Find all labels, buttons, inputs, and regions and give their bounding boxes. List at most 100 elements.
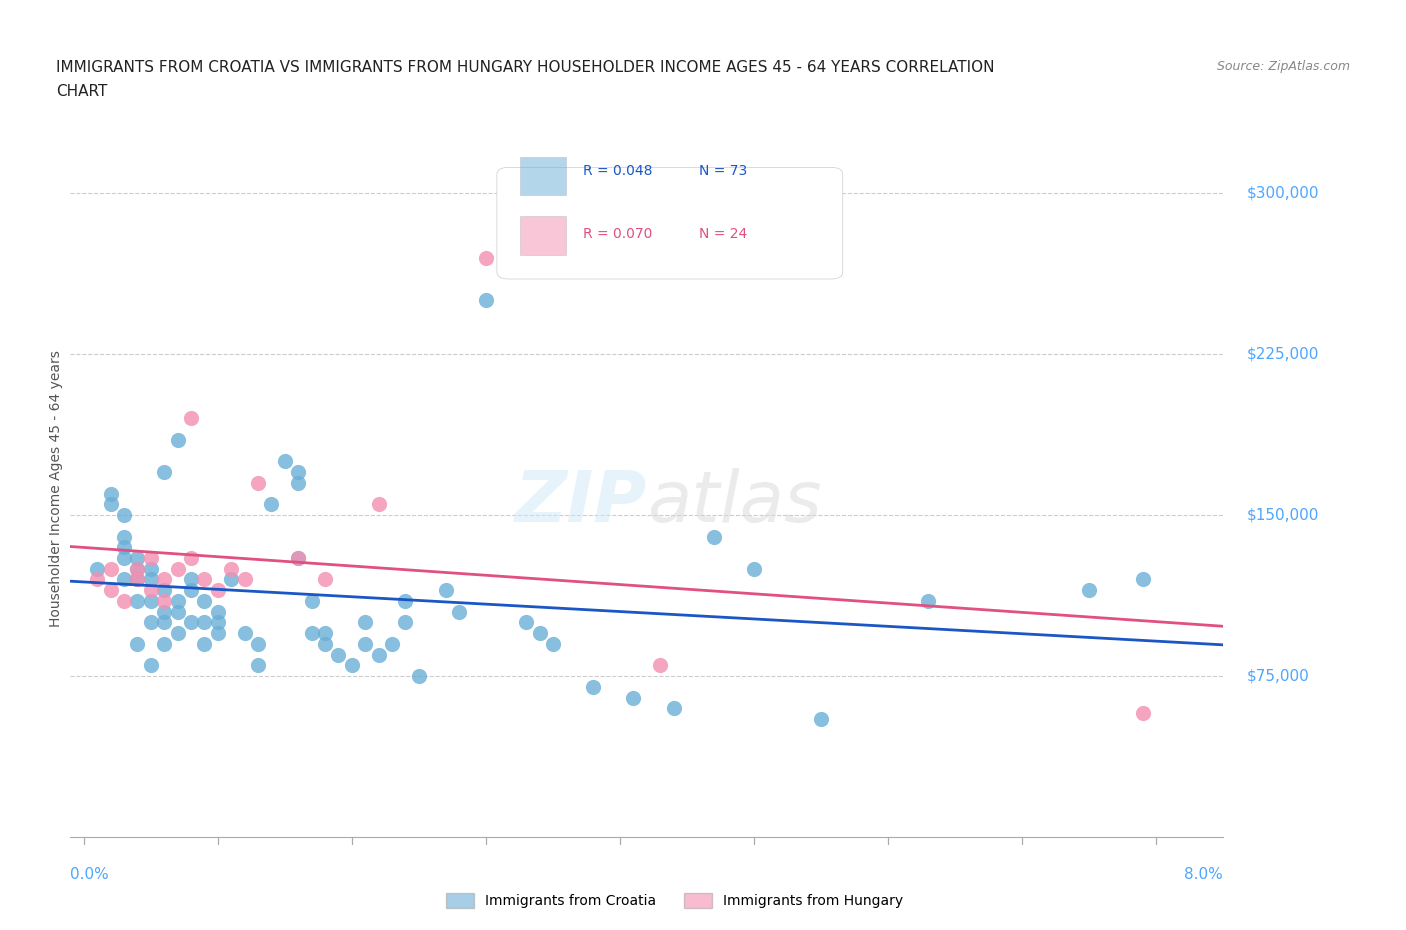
Point bbox=[703, 529, 725, 544]
Point bbox=[112, 572, 135, 587]
Point bbox=[100, 486, 122, 501]
Point bbox=[166, 604, 188, 619]
Point bbox=[434, 583, 457, 598]
Point bbox=[408, 669, 430, 684]
Point bbox=[153, 572, 176, 587]
Point bbox=[112, 551, 135, 565]
Point bbox=[449, 604, 471, 619]
Point bbox=[100, 562, 122, 577]
Text: N = 73: N = 73 bbox=[699, 164, 747, 178]
Point bbox=[650, 658, 672, 672]
Point bbox=[233, 572, 256, 587]
Point bbox=[515, 615, 537, 630]
Point bbox=[301, 626, 323, 641]
Text: ZIP: ZIP bbox=[515, 468, 647, 537]
Point bbox=[127, 551, 149, 565]
Text: CHART: CHART bbox=[56, 84, 108, 99]
Point bbox=[139, 658, 162, 672]
Point bbox=[314, 626, 336, 641]
Point bbox=[139, 551, 162, 565]
Point bbox=[475, 293, 498, 308]
Point bbox=[112, 529, 135, 544]
Point bbox=[153, 615, 176, 630]
Point bbox=[166, 432, 188, 447]
Point bbox=[139, 615, 162, 630]
Point bbox=[260, 497, 283, 512]
Text: 8.0%: 8.0% bbox=[1184, 867, 1223, 882]
Point bbox=[127, 562, 149, 577]
Point bbox=[314, 636, 336, 651]
Point bbox=[394, 615, 416, 630]
Point bbox=[662, 701, 685, 716]
Text: $225,000: $225,000 bbox=[1246, 347, 1319, 362]
Point bbox=[219, 572, 242, 587]
Point bbox=[193, 593, 215, 608]
FancyBboxPatch shape bbox=[520, 216, 567, 255]
Point bbox=[314, 572, 336, 587]
Point bbox=[153, 465, 176, 480]
Point bbox=[1132, 572, 1154, 587]
Legend: Immigrants from Croatia, Immigrants from Hungary: Immigrants from Croatia, Immigrants from… bbox=[441, 888, 908, 914]
Point bbox=[153, 583, 176, 598]
Point bbox=[917, 593, 939, 608]
Point bbox=[180, 551, 202, 565]
Text: R = 0.070: R = 0.070 bbox=[583, 227, 652, 241]
Point bbox=[127, 562, 149, 577]
Point bbox=[166, 562, 188, 577]
Text: atlas: atlas bbox=[647, 468, 821, 537]
Point bbox=[233, 626, 256, 641]
Point bbox=[541, 636, 564, 651]
Point bbox=[166, 593, 188, 608]
Point bbox=[287, 475, 309, 490]
Point bbox=[1132, 705, 1154, 720]
Point bbox=[582, 679, 605, 694]
Point bbox=[166, 626, 188, 641]
Text: IMMIGRANTS FROM CROATIA VS IMMIGRANTS FROM HUNGARY HOUSEHOLDER INCOME AGES 45 - : IMMIGRANTS FROM CROATIA VS IMMIGRANTS FR… bbox=[56, 60, 994, 75]
Point bbox=[810, 711, 832, 726]
Point bbox=[367, 497, 389, 512]
Point bbox=[86, 562, 108, 577]
Y-axis label: Householder Income Ages 45 - 64 years: Householder Income Ages 45 - 64 years bbox=[49, 350, 63, 627]
Text: $300,000: $300,000 bbox=[1246, 186, 1319, 201]
Point bbox=[193, 615, 215, 630]
Point bbox=[246, 636, 269, 651]
Point bbox=[328, 647, 350, 662]
Point bbox=[180, 583, 202, 598]
Point bbox=[246, 475, 269, 490]
Point bbox=[193, 572, 215, 587]
Text: $150,000: $150,000 bbox=[1246, 508, 1319, 523]
Point bbox=[207, 615, 229, 630]
Point bbox=[127, 572, 149, 587]
Point bbox=[207, 583, 229, 598]
Point bbox=[207, 604, 229, 619]
Point bbox=[139, 593, 162, 608]
Point bbox=[100, 583, 122, 598]
Point bbox=[394, 593, 416, 608]
Point bbox=[180, 615, 202, 630]
Point bbox=[742, 562, 765, 577]
Point bbox=[621, 690, 644, 705]
Point bbox=[153, 636, 176, 651]
Point bbox=[287, 551, 309, 565]
Point bbox=[354, 615, 377, 630]
Point bbox=[301, 593, 323, 608]
Point bbox=[112, 508, 135, 523]
Text: Source: ZipAtlas.com: Source: ZipAtlas.com bbox=[1216, 60, 1350, 73]
Point bbox=[1078, 583, 1101, 598]
Point bbox=[127, 636, 149, 651]
Point bbox=[354, 636, 377, 651]
Text: 0.0%: 0.0% bbox=[70, 867, 110, 882]
Text: N = 24: N = 24 bbox=[699, 227, 747, 241]
Point bbox=[475, 250, 498, 265]
Point bbox=[287, 465, 309, 480]
FancyBboxPatch shape bbox=[520, 157, 567, 195]
Point bbox=[100, 497, 122, 512]
Point bbox=[287, 551, 309, 565]
Point bbox=[367, 647, 389, 662]
Point bbox=[112, 593, 135, 608]
Point bbox=[207, 626, 229, 641]
Point bbox=[246, 658, 269, 672]
Point bbox=[180, 411, 202, 426]
Point bbox=[139, 572, 162, 587]
Point bbox=[153, 604, 176, 619]
